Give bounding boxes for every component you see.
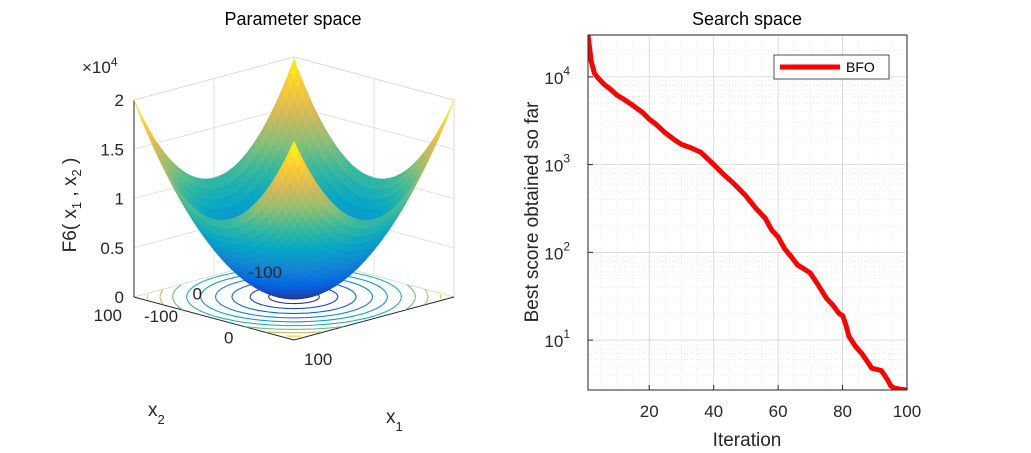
convergence-title: Search space (692, 9, 802, 29)
contour-line (231, 279, 357, 314)
x-tick-label: 80 (833, 402, 852, 421)
plot-background (588, 35, 907, 390)
surface-title: Parameter space (224, 9, 361, 29)
z-exponent-label: ×104 (82, 55, 118, 77)
axis-line (133, 296, 295, 341)
z-tick-label: 0.5 (100, 239, 124, 258)
contour-line (186, 267, 402, 327)
contour-line (159, 260, 429, 334)
x-tick-label: 20 (640, 402, 659, 421)
z-tick-label: 1.5 (100, 140, 124, 159)
legend-label-bfo: BFO (846, 59, 875, 75)
y-tick-label: 102 (544, 239, 570, 263)
surface-mesh (133, 58, 455, 300)
x1-tick-label: 100 (304, 350, 332, 369)
y-tick-label: 101 (544, 327, 570, 351)
x1-tick-label: -100 (144, 307, 178, 326)
contour-lines (146, 256, 442, 337)
z-tick-label: 1 (115, 190, 124, 209)
x2-axis-label: x2 (148, 400, 165, 427)
contour-line (215, 275, 373, 319)
y-tick-label: 104 (544, 64, 570, 88)
series-line-bfo (588, 35, 907, 390)
surface-patch (289, 140, 299, 159)
plot-frame (587, 34, 908, 391)
x2-tick-label: 0 (193, 285, 202, 304)
x2-tick-label: 100 (94, 306, 122, 325)
x-axis-label: Iteration (713, 430, 782, 451)
legend: BFO (773, 54, 890, 80)
x-tick-label: 40 (704, 402, 723, 421)
y-axis-label: Best score obtained so far (522, 101, 543, 322)
y-tick-label: 103 (544, 152, 570, 176)
z-tick-label: 0 (115, 288, 124, 307)
contour-line (200, 271, 388, 323)
convergence-plot: Search space 20 40 60 80 100 101 102 103 104 BFO… (522, 9, 921, 451)
contour-line (172, 263, 416, 330)
x-tick-label: 60 (769, 402, 788, 421)
x-tick-label: 100 (893, 402, 921, 421)
contour-line (146, 256, 442, 337)
x1-tick-label: 0 (224, 329, 233, 348)
z-tick-label: 2 (115, 91, 124, 110)
x2-tick-label: -100 (248, 263, 282, 282)
z-axis-label: F6( x1 , x2 ) (60, 158, 84, 253)
x1-axis-label: x1 (386, 407, 403, 434)
axis-line (293, 296, 455, 341)
